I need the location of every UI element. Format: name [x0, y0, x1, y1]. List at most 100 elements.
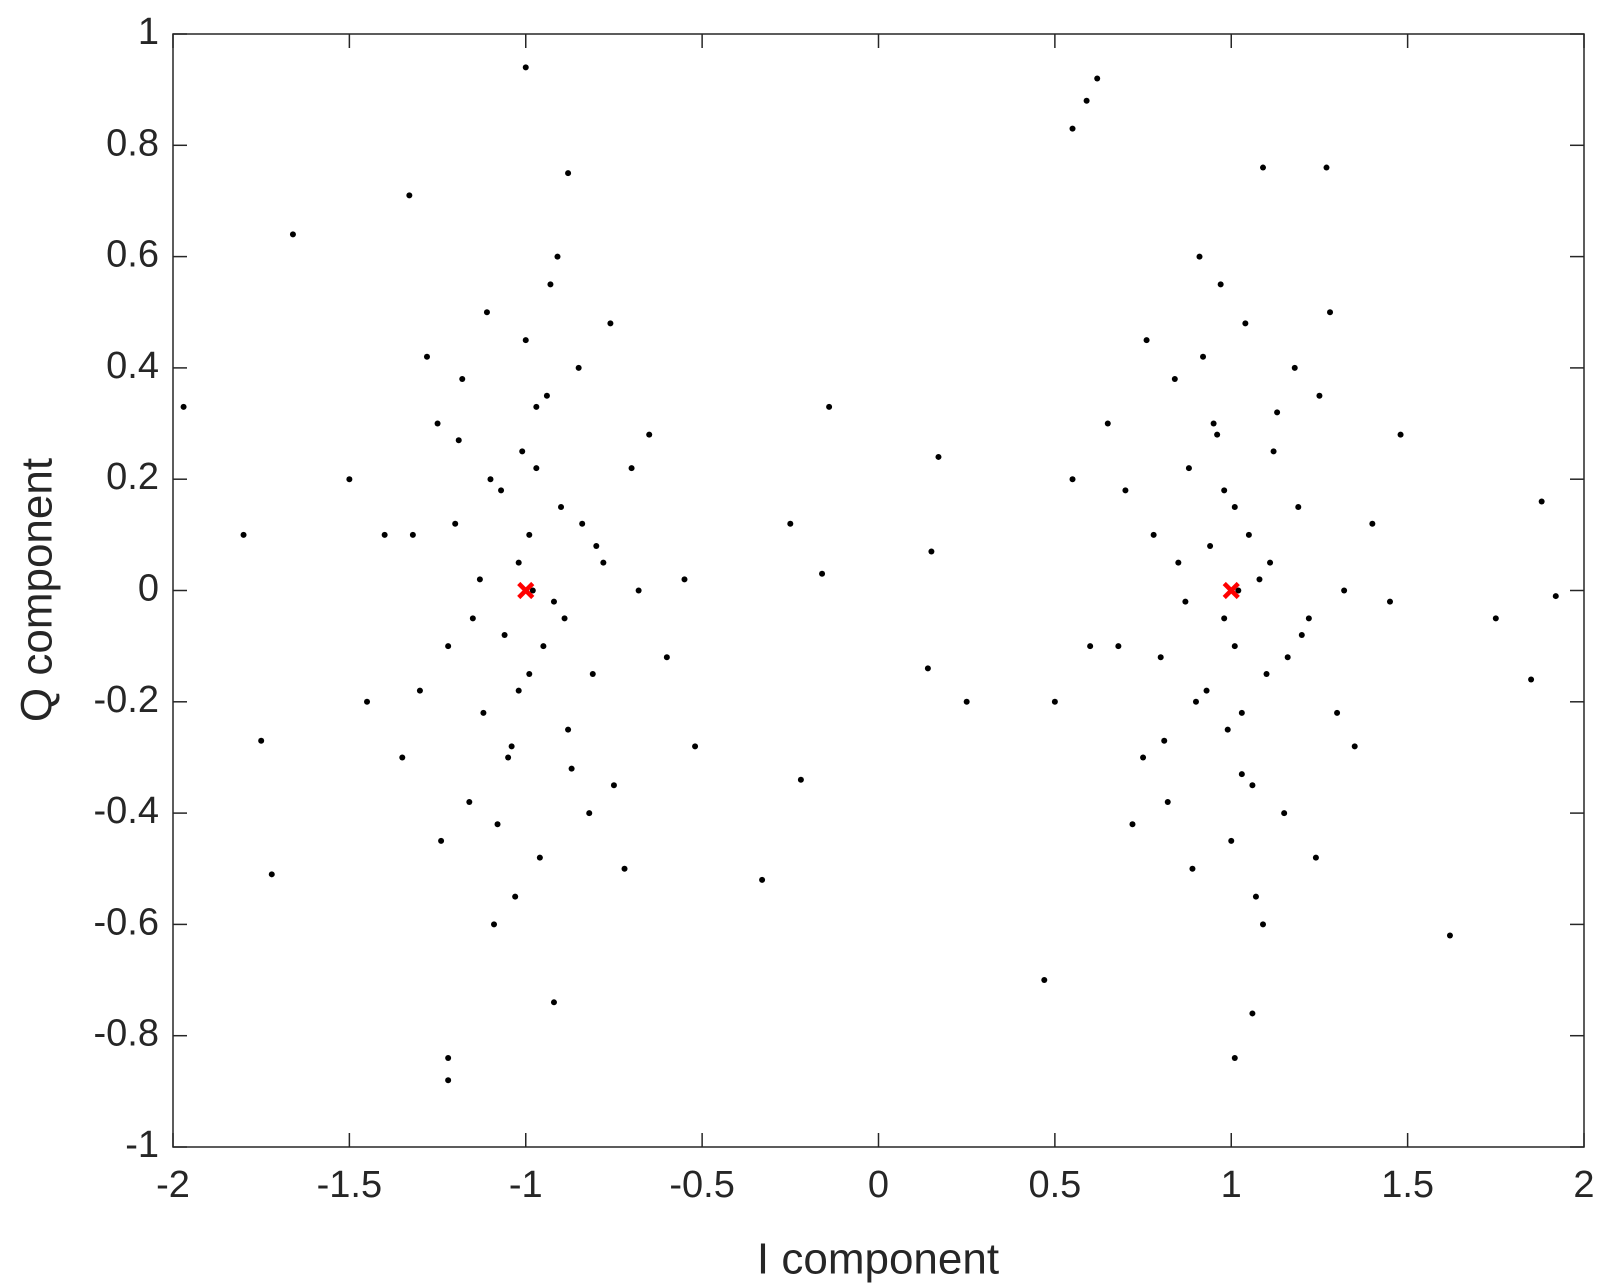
sample-point — [1164, 798, 1171, 805]
sample-point — [826, 403, 833, 410]
sample-point — [1397, 431, 1404, 438]
sample-point — [787, 520, 794, 527]
sample-point — [1249, 782, 1256, 789]
sample-point — [409, 531, 416, 538]
sample-point — [1446, 932, 1453, 939]
sample-point — [466, 798, 473, 805]
sample-point — [289, 231, 296, 238]
sample-point — [759, 876, 766, 883]
y-tick-label: 1 — [138, 11, 159, 53]
sample-point — [550, 598, 557, 605]
sample-point — [1200, 353, 1207, 360]
sample-point — [607, 320, 614, 327]
sample-point — [1221, 487, 1228, 494]
sample-point — [1492, 615, 1499, 622]
sample-point — [646, 431, 653, 438]
sample-point — [240, 531, 247, 538]
sample-point — [483, 309, 490, 316]
sample-point — [1192, 698, 1199, 705]
sample-point — [438, 837, 445, 844]
sample-point — [1295, 504, 1302, 511]
sample-point — [540, 643, 547, 650]
sample-point — [1263, 670, 1270, 677]
sample-point — [1189, 865, 1196, 872]
sample-point — [554, 253, 561, 260]
sample-point — [1249, 1010, 1256, 1017]
sample-point — [1161, 737, 1168, 744]
sample-point — [508, 743, 515, 750]
sample-point — [1274, 409, 1281, 416]
sample-point — [928, 548, 935, 555]
sample-point — [1281, 810, 1288, 817]
sample-point — [1221, 615, 1228, 622]
sample-point — [579, 520, 586, 527]
sample-point — [1157, 654, 1164, 661]
sample-point — [1129, 821, 1136, 828]
sample-point — [1341, 587, 1348, 594]
sample-point — [1351, 743, 1358, 750]
x-tick-label: 2 — [1573, 1164, 1594, 1206]
sample-point — [1175, 559, 1182, 566]
sample-point — [568, 765, 575, 772]
y-tick-label: -0.2 — [94, 679, 159, 721]
axes-box — [172, 33, 1585, 1148]
x-tick-label: -2 — [156, 1164, 190, 1206]
x-tick-label: 1.5 — [1381, 1164, 1434, 1206]
sample-point — [1267, 559, 1274, 566]
sample-point — [1171, 376, 1178, 383]
sample-point — [519, 448, 526, 455]
sample-point — [1316, 392, 1323, 399]
y-tick-label: -0.6 — [94, 901, 159, 943]
sample-point — [561, 615, 568, 622]
sample-point — [1291, 364, 1298, 371]
sample-point — [498, 487, 505, 494]
sample-point — [501, 632, 508, 639]
sample-point — [565, 170, 572, 177]
sample-point — [1327, 309, 1334, 316]
x-tick-label: -1 — [509, 1164, 543, 1206]
sample-point — [935, 453, 942, 460]
sample-point — [522, 64, 529, 71]
sample-point — [455, 437, 462, 444]
sample-point — [452, 520, 459, 527]
x-tick-label: 0 — [868, 1164, 889, 1206]
sample-point — [1386, 598, 1393, 605]
sample-point — [1231, 643, 1238, 650]
sample-point — [1210, 420, 1217, 427]
x-tick-label: -1.5 — [317, 1164, 382, 1206]
sample-point — [1203, 687, 1210, 694]
sample-point — [1083, 97, 1090, 104]
sample-point — [445, 1077, 452, 1084]
sample-point — [364, 698, 371, 705]
y-tick-label: 0.4 — [106, 345, 159, 387]
sample-point — [1228, 837, 1235, 844]
sample-point — [406, 192, 413, 199]
y-tick-label: 0 — [138, 568, 159, 610]
sample-point — [550, 999, 557, 1006]
sample-point — [476, 576, 483, 583]
sample-point — [1252, 893, 1259, 900]
sample-point — [1051, 698, 1058, 705]
sample-point — [1238, 709, 1245, 716]
sample-point — [526, 670, 533, 677]
sample-point — [575, 364, 582, 371]
sample-point — [628, 465, 635, 472]
sample-point — [268, 871, 275, 878]
sample-point — [621, 865, 628, 872]
sample-point — [529, 587, 536, 594]
y-axis-label: Q component — [13, 458, 62, 722]
sample-point — [547, 281, 554, 288]
sample-point — [526, 531, 533, 538]
sample-point — [1182, 598, 1189, 605]
sample-point — [416, 687, 423, 694]
y-tick-label: -1 — [125, 1124, 159, 1166]
sample-point — [491, 921, 498, 928]
sample-point — [1207, 542, 1214, 549]
center-marker — [517, 581, 535, 600]
sample-point — [1538, 498, 1545, 505]
sample-point — [459, 376, 466, 383]
sample-point — [1298, 632, 1305, 639]
x-tick-label: 0.5 — [1028, 1164, 1081, 1206]
